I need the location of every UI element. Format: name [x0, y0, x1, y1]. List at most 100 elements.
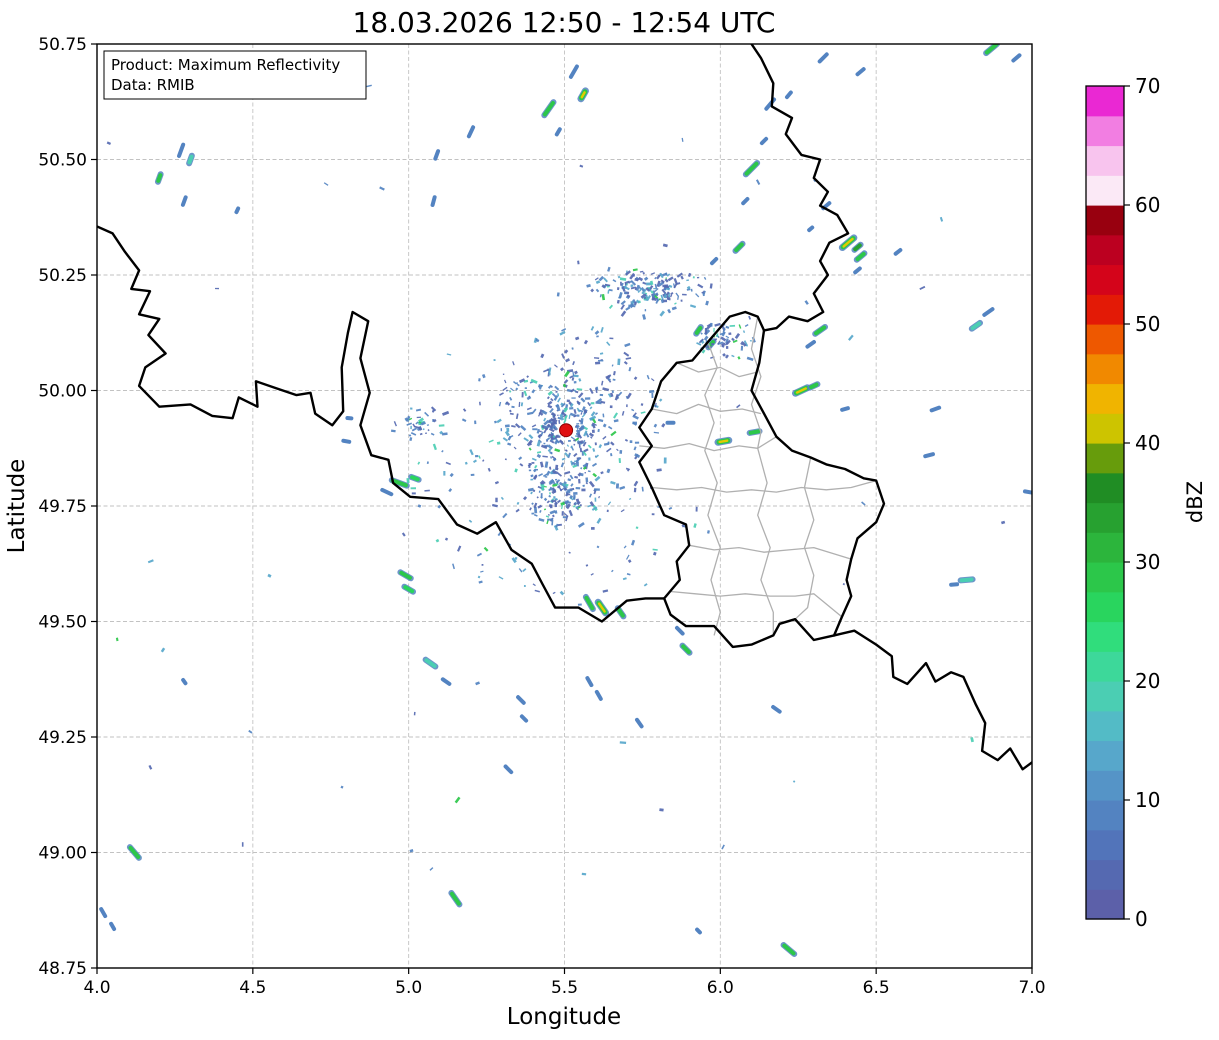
- echo-speckle: [732, 339, 738, 344]
- echo-speckle: [408, 417, 413, 421]
- echo-speckle: [417, 417, 424, 423]
- echo-speckle: [552, 469, 559, 475]
- echo-speckle: [482, 459, 485, 462]
- echo-speckle: [524, 387, 528, 389]
- echo-speckle: [415, 408, 422, 412]
- echo-speckle: [635, 299, 640, 304]
- echo-speckle: [715, 333, 719, 338]
- echo-speckle: [659, 808, 664, 812]
- echo-speckle: [590, 326, 595, 331]
- echo-speckle: [632, 412, 637, 417]
- colorbar-band: [1086, 532, 1124, 563]
- colorbar-band: [1086, 502, 1124, 533]
- echo-speckle: [580, 424, 585, 429]
- colorbar-frame: [1085, 85, 1125, 920]
- echo-speckle: [643, 276, 649, 281]
- echo-speckle: [583, 409, 588, 414]
- echo-speckle: [656, 468, 662, 472]
- echo-speckle: [589, 387, 594, 394]
- colorbar-band: [1086, 770, 1124, 801]
- echo-speckle: [645, 297, 649, 302]
- echo-streak: [109, 921, 117, 931]
- echo-speckle: [588, 480, 595, 488]
- echo-speckle: [581, 413, 586, 418]
- echo-speckle: [624, 342, 631, 348]
- colorbar-band: [1086, 800, 1124, 831]
- echo-speckle: [457, 545, 462, 552]
- echo-speckle: [561, 504, 564, 510]
- canton-border-line: [794, 457, 815, 620]
- echo-speckle: [552, 483, 557, 487]
- echo-speckle: [511, 557, 517, 564]
- colorbar-tick-label: 50: [1135, 312, 1160, 336]
- echo-speckle: [606, 341, 611, 347]
- echo-speckle: [710, 322, 713, 327]
- echo-speckle: [430, 406, 437, 412]
- echo-speckle: [570, 445, 573, 449]
- x-tick-label: 5.5: [551, 978, 578, 998]
- echo-speckle: [115, 637, 119, 642]
- echo-speckle: [591, 429, 595, 433]
- echo-speckle: [653, 290, 655, 297]
- y-tick-label: 49.25: [38, 728, 87, 748]
- echo-speckle: [601, 380, 604, 386]
- echo-speckle: [626, 573, 631, 576]
- echo-speckle: [572, 374, 579, 378]
- echo-speckle: [599, 352, 604, 355]
- echo-speckle: [424, 432, 427, 434]
- echo-speckle: [550, 431, 553, 435]
- echo-speckle: [514, 468, 518, 473]
- echo-speckle: [731, 337, 735, 342]
- echo-speckle: [410, 487, 417, 490]
- echo-speckle: [560, 502, 565, 506]
- country-border-line: [750, 329, 886, 637]
- echo-speckle: [474, 420, 477, 425]
- y-tick-label: 50.50: [38, 151, 87, 171]
- echo-speckle: [559, 590, 565, 596]
- echo-speckle: [582, 406, 586, 411]
- echo-speckle: [569, 474, 574, 480]
- echo-speckle: [606, 509, 609, 513]
- echo-speckle: [572, 494, 576, 500]
- canton-border-line: [689, 544, 852, 560]
- echo-speckle: [500, 428, 503, 432]
- echo-speckle: [681, 524, 685, 528]
- colorbar-band: [1086, 234, 1124, 266]
- echo-speckle: [551, 424, 556, 429]
- echo-speckle: [569, 375, 574, 379]
- echo-streak: [585, 676, 594, 688]
- echo-speckle: [575, 390, 579, 394]
- echo-speckle: [743, 340, 748, 346]
- echo-speckle: [411, 492, 416, 495]
- colorbar-band: [1086, 353, 1124, 385]
- echo-speckle: [591, 527, 595, 530]
- echo-speckle: [649, 285, 654, 290]
- echo-speckle: [698, 338, 704, 344]
- echo-speckle: [548, 480, 555, 486]
- echo-speckle: [621, 410, 625, 416]
- echo-speckle: [607, 425, 613, 430]
- echo-speckle: [649, 280, 654, 286]
- echo-speckle: [563, 379, 569, 384]
- echo-speckle: [379, 186, 385, 191]
- echo-streak: [516, 695, 526, 705]
- echo-speckle: [571, 397, 576, 399]
- echo-speckle: [496, 418, 502, 424]
- echo-speckle: [537, 433, 543, 439]
- x-tick-label: 7.0: [1018, 978, 1045, 998]
- echo-speckle: [441, 449, 444, 453]
- echo-speckle: [546, 423, 551, 428]
- echo-speckle: [614, 394, 619, 401]
- echo-speckle: [725, 346, 729, 349]
- echo-speckle: [505, 389, 509, 392]
- echo-speckle: [464, 461, 468, 465]
- echo-streak: [380, 487, 394, 497]
- echo-speckle: [653, 551, 657, 556]
- colorbar-band: [1086, 294, 1124, 325]
- echo-speckle: [658, 298, 661, 301]
- echo-speckle: [523, 496, 528, 501]
- echo-speckle: [148, 764, 153, 770]
- echo-speckle: [549, 492, 551, 495]
- echo-speckle: [638, 276, 644, 282]
- echo-speckle: [602, 423, 607, 428]
